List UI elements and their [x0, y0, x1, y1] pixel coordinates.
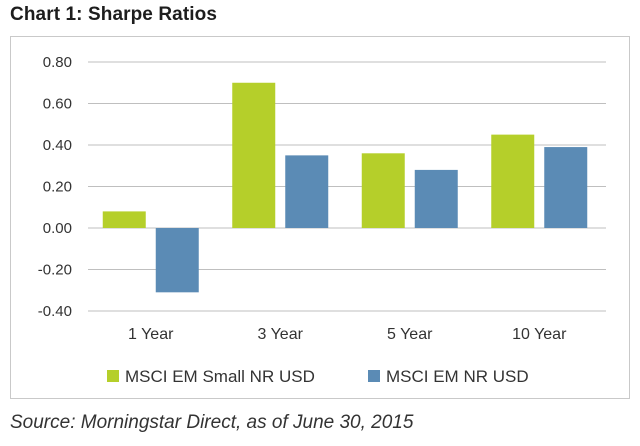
x-category-label: 5 Year — [387, 326, 433, 343]
bar-em-10-year — [544, 147, 588, 228]
bar-em-small-10-year — [491, 134, 535, 228]
chart-title: Chart 1: Sharpe Ratios — [10, 4, 218, 25]
y-axis-ticks: 0.80 0.60 0.40 0.20 0.00 -0.20 -0.40 — [38, 54, 72, 320]
y-tick-label: 0.20 — [43, 179, 72, 196]
legend-label: MSCI EM Small NR USD — [125, 367, 315, 386]
bar-em-5-year — [414, 169, 458, 228]
y-tick-label: -0.40 — [38, 303, 72, 320]
bar-em-small-3-year — [232, 82, 276, 228]
gridlines — [88, 61, 606, 312]
source-note: Source: Morningstar Direct, as of June 3… — [10, 412, 414, 433]
y-tick-label: 0.80 — [43, 54, 72, 71]
chart-frame — [10, 36, 630, 399]
legend-swatch — [368, 370, 380, 382]
y-tick-label: 0.60 — [43, 96, 72, 113]
y-tick-label: -0.20 — [38, 262, 72, 279]
x-category-label: 10 Year — [512, 326, 567, 343]
bar-em-small-1-year — [102, 211, 146, 228]
y-tick-label: 0.40 — [43, 137, 72, 154]
bar-em-small-5-year — [361, 153, 405, 228]
bar-em-3-year — [285, 155, 329, 228]
x-axis-categories: 1 Year 3 Year 5 Year 10 Year — [128, 326, 567, 343]
bars — [102, 82, 588, 293]
y-tick-label: 0.00 — [43, 220, 72, 237]
legend-swatch — [107, 370, 119, 382]
x-category-label: 3 Year — [258, 326, 304, 343]
legend: MSCI EM Small NR USD MSCI EM NR USD — [107, 367, 529, 386]
x-category-label: 1 Year — [128, 326, 174, 343]
legend-label: MSCI EM NR USD — [386, 367, 529, 386]
bar-em-1-year — [155, 228, 199, 293]
